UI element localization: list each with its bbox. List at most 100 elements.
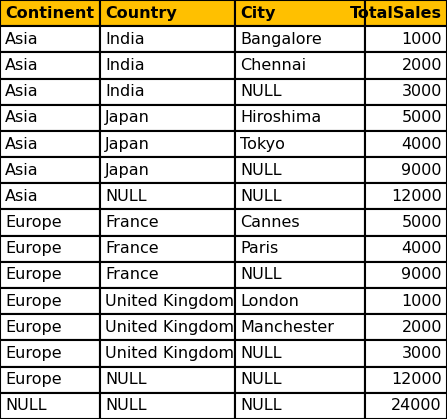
Bar — [0, 157, 100, 183]
Text: NULL: NULL — [240, 267, 282, 282]
Bar — [100, 262, 235, 288]
Text: 2000: 2000 — [401, 58, 442, 73]
Text: 5000: 5000 — [401, 110, 442, 125]
Bar — [0, 367, 100, 393]
Text: Chennai: Chennai — [240, 58, 306, 73]
Bar — [0, 105, 100, 131]
Bar — [365, 235, 447, 262]
Bar — [0, 340, 100, 367]
Text: Asia: Asia — [5, 163, 38, 178]
Bar — [0, 183, 100, 210]
Text: Asia: Asia — [5, 110, 38, 125]
Text: Manchester: Manchester — [240, 320, 334, 335]
Bar — [365, 26, 447, 52]
Text: Asia: Asia — [5, 189, 38, 204]
Text: 3000: 3000 — [401, 346, 442, 361]
Bar — [235, 105, 365, 131]
Text: NULL: NULL — [240, 346, 282, 361]
Text: NULL: NULL — [240, 84, 282, 99]
Bar — [0, 210, 100, 235]
Bar — [365, 393, 447, 419]
Text: Cannes: Cannes — [240, 215, 299, 230]
Text: 4000: 4000 — [401, 241, 442, 256]
Bar — [100, 393, 235, 419]
Text: France: France — [105, 267, 159, 282]
Text: France: France — [105, 241, 159, 256]
Bar — [235, 340, 365, 367]
Bar — [100, 340, 235, 367]
Text: 2000: 2000 — [401, 320, 442, 335]
Bar — [235, 262, 365, 288]
Text: France: France — [105, 215, 159, 230]
Text: United Kingdom: United Kingdom — [105, 346, 234, 361]
Bar — [100, 52, 235, 79]
Text: NULL: NULL — [240, 398, 282, 414]
Bar — [365, 79, 447, 105]
Bar — [235, 26, 365, 52]
Bar — [100, 26, 235, 52]
Text: United Kingdom: United Kingdom — [105, 294, 234, 309]
Bar — [365, 0, 447, 26]
Bar — [235, 157, 365, 183]
Bar — [235, 0, 365, 26]
Bar — [235, 210, 365, 235]
Bar — [365, 210, 447, 235]
Text: Bangalore: Bangalore — [240, 32, 322, 47]
Bar — [365, 340, 447, 367]
Bar — [235, 235, 365, 262]
Text: 1000: 1000 — [401, 294, 442, 309]
Text: 4000: 4000 — [401, 137, 442, 152]
Bar — [365, 105, 447, 131]
Bar — [100, 210, 235, 235]
Bar — [100, 131, 235, 157]
Bar — [100, 288, 235, 314]
Bar — [235, 314, 365, 340]
Text: Tokyo: Tokyo — [240, 137, 285, 152]
Text: Europe: Europe — [5, 294, 62, 309]
Bar — [100, 79, 235, 105]
Text: Hiroshima: Hiroshima — [240, 110, 321, 125]
Bar — [235, 367, 365, 393]
Text: NULL: NULL — [240, 372, 282, 387]
Text: Asia: Asia — [5, 137, 38, 152]
Text: Europe: Europe — [5, 346, 62, 361]
Text: Europe: Europe — [5, 267, 62, 282]
Bar — [100, 0, 235, 26]
Bar — [0, 0, 100, 26]
Text: Asia: Asia — [5, 32, 38, 47]
Text: Europe: Europe — [5, 372, 62, 387]
Text: 9000: 9000 — [401, 163, 442, 178]
Bar — [235, 393, 365, 419]
Text: 24000: 24000 — [392, 398, 442, 414]
Bar — [235, 79, 365, 105]
Text: 5000: 5000 — [401, 215, 442, 230]
Text: City: City — [240, 5, 275, 21]
Text: 9000: 9000 — [401, 267, 442, 282]
Bar — [235, 52, 365, 79]
Text: 12000: 12000 — [391, 189, 442, 204]
Bar — [365, 183, 447, 210]
Text: United Kingdom: United Kingdom — [105, 320, 234, 335]
Bar — [0, 52, 100, 79]
Bar — [365, 288, 447, 314]
Bar — [365, 131, 447, 157]
Text: Country: Country — [105, 5, 177, 21]
Bar — [100, 157, 235, 183]
Bar — [0, 262, 100, 288]
Text: India: India — [105, 84, 145, 99]
Bar — [0, 288, 100, 314]
Bar — [235, 131, 365, 157]
Bar — [365, 367, 447, 393]
Text: Asia: Asia — [5, 84, 38, 99]
Bar — [100, 367, 235, 393]
Text: 12000: 12000 — [391, 372, 442, 387]
Bar — [0, 26, 100, 52]
Bar — [365, 52, 447, 79]
Bar — [235, 288, 365, 314]
Bar — [0, 314, 100, 340]
Text: India: India — [105, 58, 145, 73]
Bar — [100, 183, 235, 210]
Bar — [0, 131, 100, 157]
Text: London: London — [240, 294, 299, 309]
Text: NULL: NULL — [240, 163, 282, 178]
